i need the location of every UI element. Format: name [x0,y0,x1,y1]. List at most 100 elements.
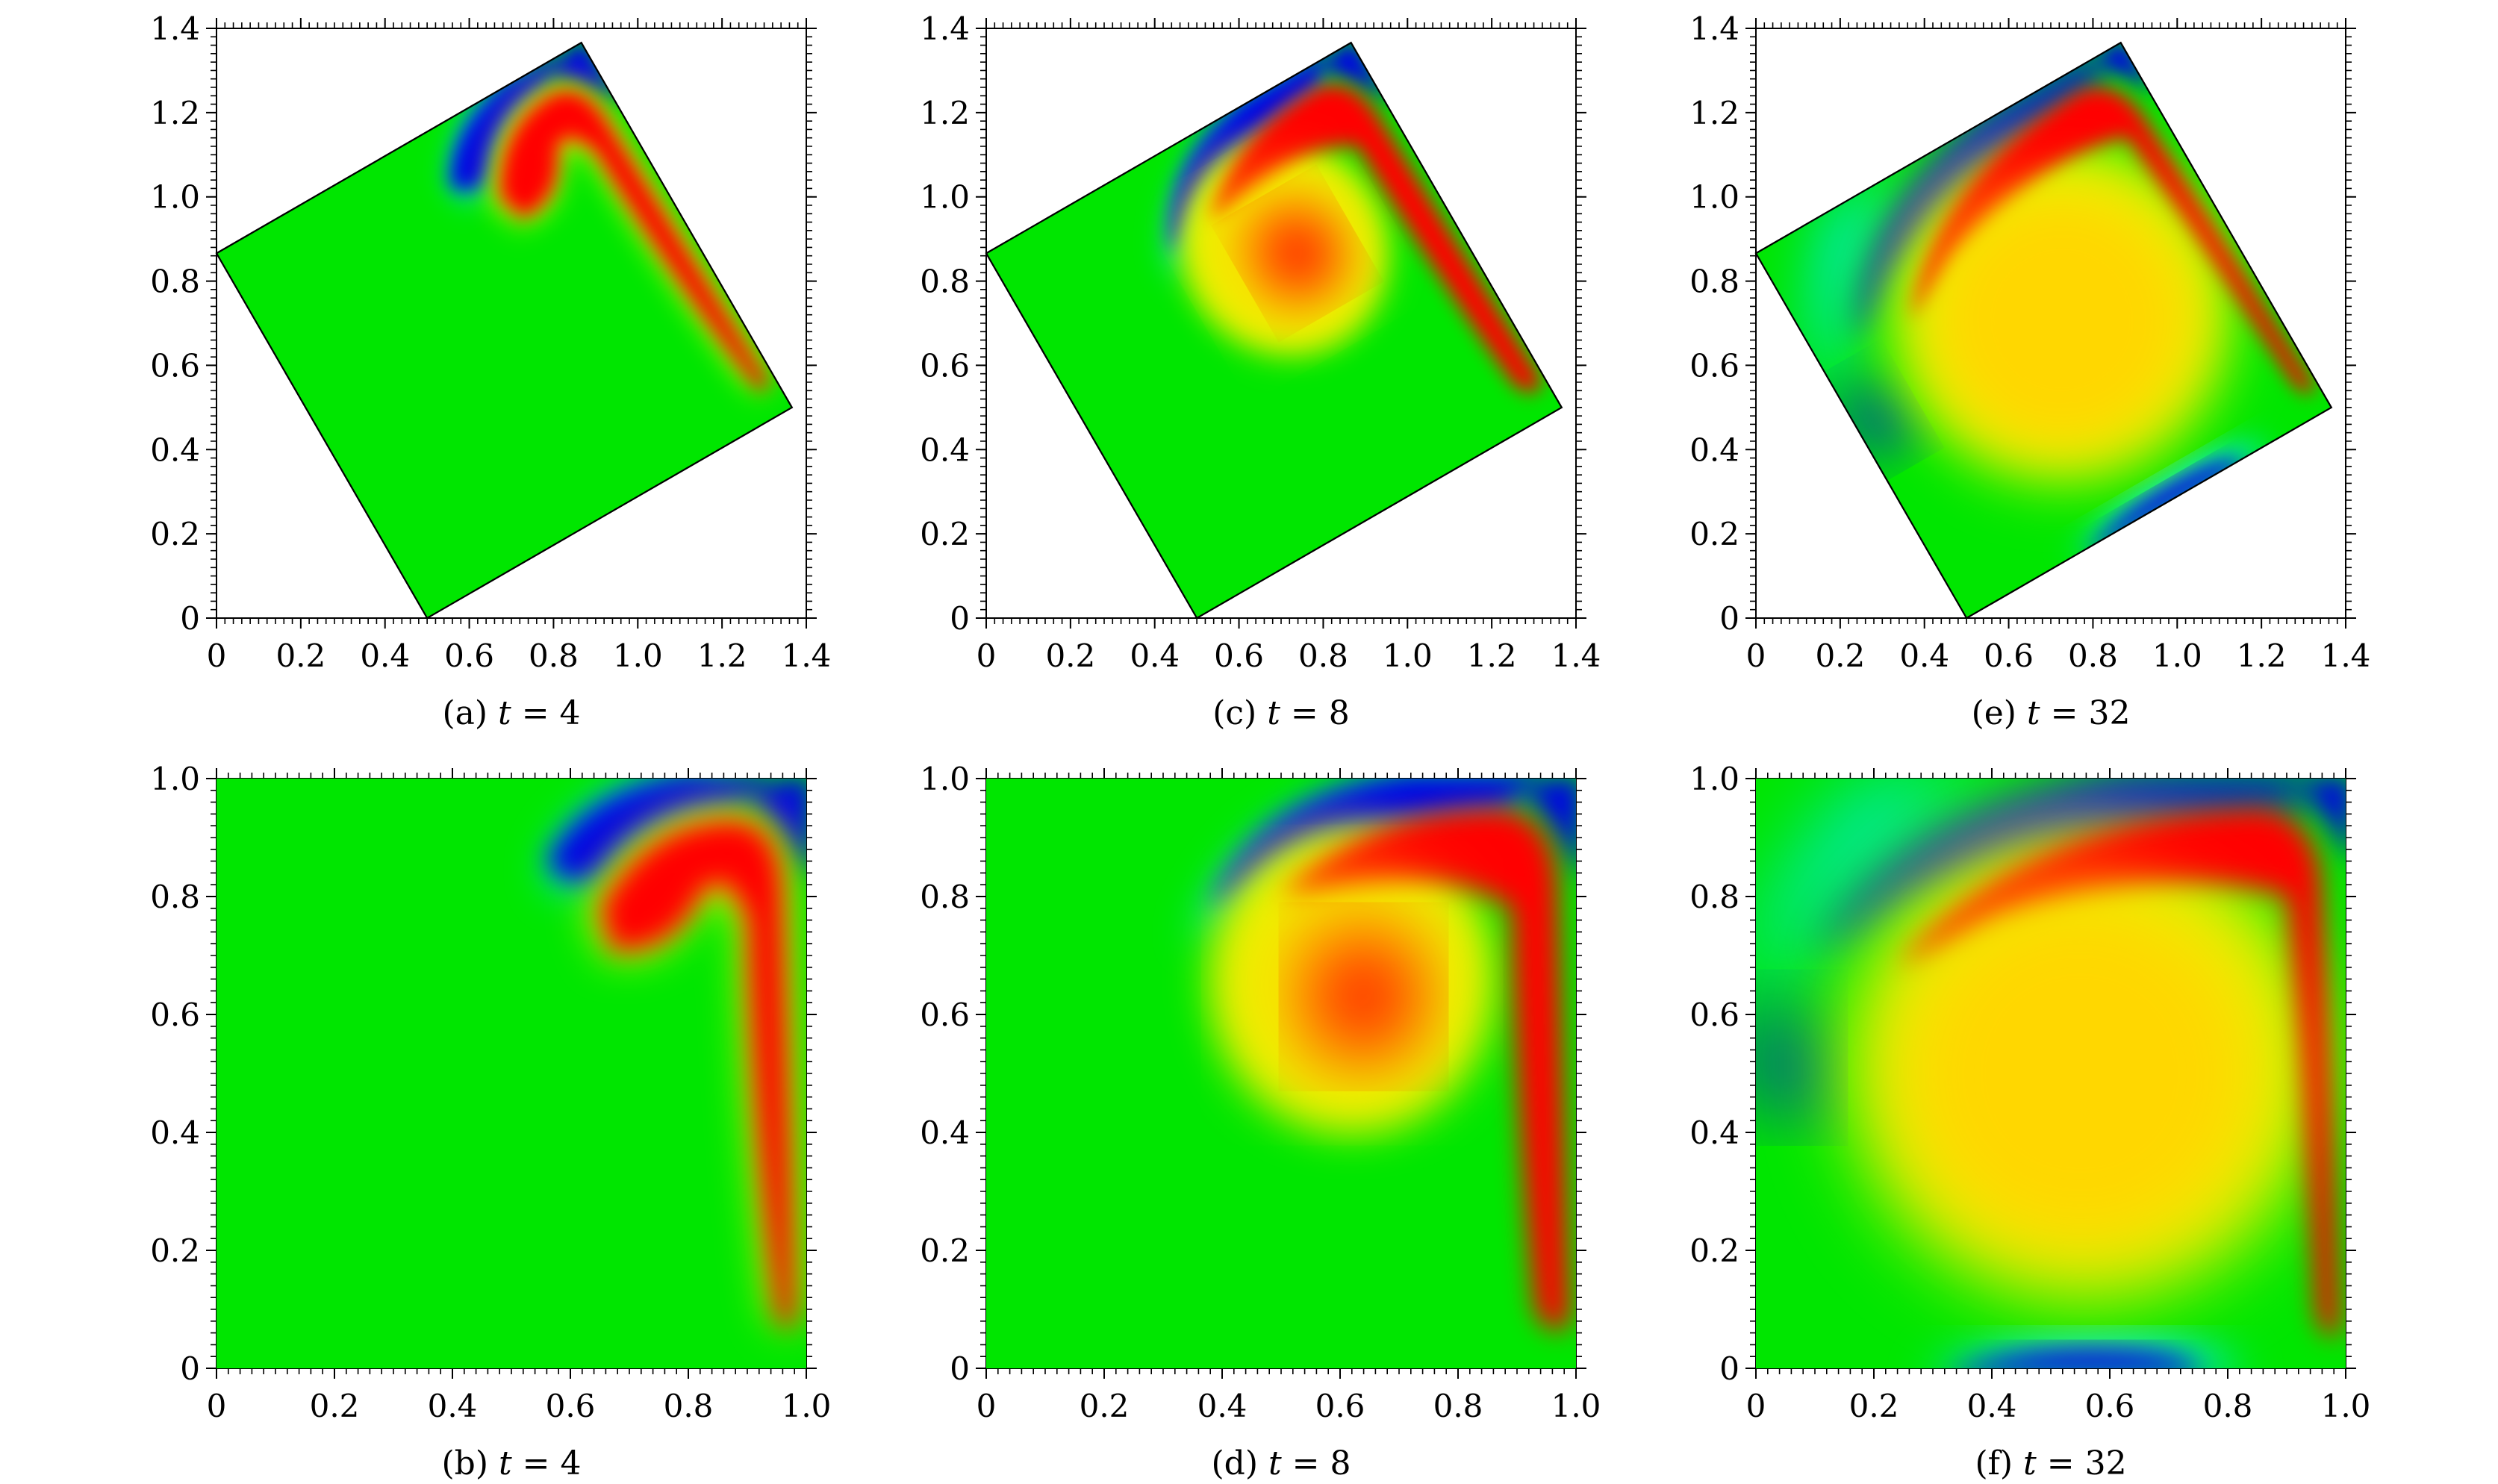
y-tick-label: 0.2 [920,1232,970,1269]
x-tick-label: 0.2 [1080,1388,1130,1424]
y-tick-label: 0 [950,600,970,637]
y-tick-label: 0 [950,1350,970,1387]
y-tick-label: 0 [1719,1350,1739,1387]
panel-caption: (a) t = 4 [442,694,580,732]
panel-caption: (e) t = 32 [1972,694,2131,732]
y-tick-label: 0.4 [1689,431,1739,468]
heatmap-field [217,779,806,1368]
y-tick-label: 0.2 [1689,516,1739,552]
x-tick-label: 1.0 [1551,1388,1601,1424]
y-tick-label: 0 [180,600,200,637]
panel-e: 0 0.2 0.4 0.6 0.8 1.0 1.2 1.4 0 0.2 0.4 0.6 0.8 1.0 1.… [1689,10,2370,732]
y-tick-label: 0.2 [920,516,970,552]
y-tick-label: 0.8 [920,264,970,300]
x-tick-label: 1.0 [1383,637,1433,674]
x-tick-label: 0.4 [1130,637,1180,674]
y-tick-label: 0.4 [150,1114,200,1151]
x-tick-label: 0.2 [1815,637,1865,674]
heatmap-field [986,779,1576,1368]
y-tick-label: 1.4 [1689,10,1739,47]
panel-caption: (d) t = 8 [1211,1444,1351,1483]
y-tick-label: 0 [1719,600,1739,637]
panel-caption: (b) t = 4 [441,1444,581,1483]
heatmap-field [1756,779,2346,1368]
panels-root: 0 0.2 0.4 0.6 0.8 1.0 1.2 1.4 0 0.2 0.4 0.6 0.8 1.0 1.… [150,10,2371,1483]
x-tick-label: 0.2 [310,1388,360,1424]
x-tick-label: 1.2 [2237,637,2287,674]
y-tick-label: 1.2 [150,95,200,131]
heatmap-field [215,41,794,620]
panel-caption: (f) t = 32 [1975,1444,2126,1483]
x-tick-label: 0.6 [2085,1388,2135,1424]
y-tick-label: 0.6 [920,347,970,384]
x-tick-label: 0.8 [529,637,579,674]
x-tick-label: 0.4 [1967,1388,2017,1424]
x-tick-label: 0.8 [1298,637,1348,674]
y-tick-label: 1.4 [920,10,970,47]
x-tick-label: 0.6 [1984,637,2034,674]
panel-c: 0 0.2 0.4 0.6 0.8 1.0 1.2 1.4 0 0.2 0.4 0.6 0.8 1.0 1.… [920,10,1601,732]
x-tick-label: 1.0 [2321,1388,2371,1424]
x-tick-label: 1.4 [1551,637,1601,674]
x-tick-label: 0 [977,637,997,674]
x-tick-label: 0.4 [360,637,410,674]
y-tick-label: 0.6 [920,997,970,1033]
domain-outline [215,41,794,620]
x-tick-label: 0 [207,637,227,674]
panel-d: 0 0.2 0.4 0.6 0.8 1.0 0 0.2 0.4 0.6 0.8 1.0 (d) t = … [920,761,1601,1483]
y-tick-label: 0.6 [1689,997,1739,1033]
x-tick-label: 1.2 [1467,637,1517,674]
x-tick-label: 0.4 [1197,1388,1248,1424]
y-tick-label: 1.2 [920,95,970,131]
x-tick-label: 0 [1746,1388,1766,1424]
x-tick-label: 1.0 [2152,637,2202,674]
y-tick-label: 0.4 [150,431,200,468]
y-tick-label: 0.8 [1689,264,1739,300]
x-tick-label: 0.8 [2203,1388,2253,1424]
y-tick-label: 0.4 [1689,1114,1739,1151]
panel-f: 0 0.2 0.4 0.6 0.8 1.0 0 0.2 0.4 0.6 0.8 1.0 (f) t = … [1689,761,2371,1483]
y-tick-label: 1.0 [150,179,200,216]
x-tick-label: 0 [207,1388,227,1424]
y-tick-label: 1.2 [1689,95,1739,131]
x-tick-label: 0.8 [1433,1388,1483,1424]
x-tick-label: 0.2 [275,637,326,674]
x-tick-label: 0.4 [1899,637,1949,674]
x-tick-label: 0.8 [664,1388,714,1424]
x-tick-label: 0 [977,1388,997,1424]
y-tick-label: 0.8 [920,879,970,915]
y-tick-label: 0 [180,1350,200,1387]
y-tick-label: 0.6 [1689,347,1739,384]
x-tick-label: 0.2 [1849,1388,1899,1424]
y-tick-label: 0.4 [920,431,970,468]
x-tick-label: 0.2 [1045,637,1095,674]
panel-b: 0 0.2 0.4 0.6 0.8 1.0 0 0.2 0.4 0.6 0.8 1.0 (b) t = … [150,761,832,1483]
x-tick-label: 0.8 [2068,637,2118,674]
y-tick-label: 1.0 [920,179,970,216]
y-tick-label: 1.0 [1689,761,1739,797]
y-tick-label: 0.6 [150,997,200,1033]
y-tick-label: 1.4 [150,10,200,47]
y-tick-label: 0.8 [150,879,200,915]
x-tick-label: 0.6 [546,1388,596,1424]
heatmap-field [985,41,1563,620]
domain-outline [985,41,1563,620]
domain-outline [1754,41,2333,620]
x-tick-label: 0.6 [1214,637,1264,674]
x-tick-label: 1.0 [782,1388,832,1424]
y-tick-label: 0.2 [150,516,200,552]
x-tick-label: 0.6 [444,637,494,674]
y-tick-label: 1.0 [920,761,970,797]
y-tick-label: 1.0 [1689,179,1739,216]
panel-caption: (c) t = 8 [1212,694,1350,732]
x-tick-label: 0.6 [1315,1388,1365,1424]
x-tick-label: 1.0 [613,637,663,674]
y-tick-label: 0.6 [150,347,200,384]
y-tick-label: 0.4 [920,1114,970,1151]
heatmap-field [1754,41,2333,620]
x-tick-label: 0.4 [428,1388,478,1424]
x-tick-label: 0 [1746,637,1766,674]
panel-a: 0 0.2 0.4 0.6 0.8 1.0 1.2 1.4 0 0.2 0.4 0.6 0.8 1.0 1.… [150,10,831,732]
x-tick-label: 1.4 [782,637,832,674]
